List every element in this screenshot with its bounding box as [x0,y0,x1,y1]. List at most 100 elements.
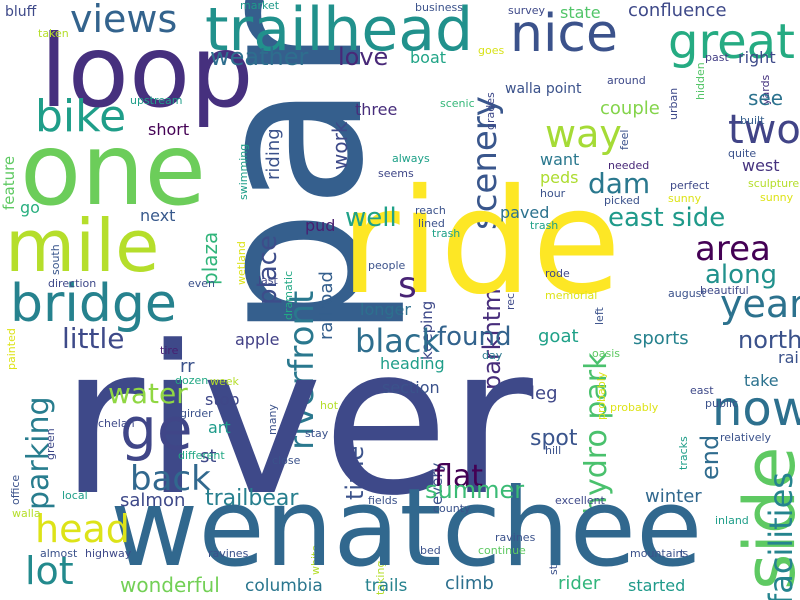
word-pud: pud [305,216,336,235]
word-views: views [70,0,178,41]
word-weather: weather [210,43,309,71]
word-nice: nice [510,4,618,64]
word-south: direction [48,277,97,290]
word-business: business [415,1,463,14]
word-taking: continue [478,544,526,557]
word-boat: boat [410,48,447,67]
word-direction: even [188,277,216,290]
word-place: place [253,235,283,305]
word-goes: goes [478,44,505,57]
word-back: back [130,459,211,499]
word-east-side: east side [608,203,726,233]
word-found: found [437,322,512,352]
word-year: year [720,282,800,326]
word-needed: seems [378,167,414,180]
word-lined: trash [432,227,461,240]
word-ge: ge [120,395,193,463]
word-trailhead: trailhead [205,0,474,65]
word-always: hour [540,187,566,200]
word-steep: almost [40,547,78,560]
word-probably: tracks [677,436,690,470]
word-wenatchee: wenatchee [110,466,703,591]
word-well: well [345,203,397,233]
word-right: right [738,48,776,67]
word-section: east [690,384,714,397]
word-picked: sunny [668,192,702,205]
word-rider: rider [558,573,601,594]
word-sculpture: swimming [237,143,250,200]
word-bridge: bridge [10,274,177,334]
word-walla: highway [85,547,132,560]
word-perfect: sculpture [748,177,800,190]
word-quite: always [392,152,430,165]
word-go: go [20,198,40,217]
word-keeping: tire [160,344,179,357]
word-built: needed [608,159,650,172]
word-heading: stay [305,427,329,440]
word-mile: mile [5,204,160,288]
word-way: way [545,112,622,156]
word-last: reach [415,204,446,217]
word-urban: built [740,114,765,127]
word-tire: rail [778,348,800,367]
word-feature: feature [0,155,18,210]
word-columbia: columbia [245,576,323,596]
word-ravines: ravines [208,547,249,560]
word-peds: peds [540,168,579,187]
word-walla-point: walla point [505,81,582,97]
word-goat: goat [538,326,579,347]
word-hour: perfect [670,179,710,192]
word-three: three [355,100,398,119]
word-taken: taken [38,27,69,40]
word-grades: urban [667,87,680,120]
word-paved: paved [500,203,550,222]
word-great: great [668,14,795,70]
word-started: started [628,576,686,595]
word-capital: green [44,428,57,460]
word-week: week [210,375,239,388]
word-ride: ride [340,158,622,327]
word-facilities: facilities [762,472,800,600]
word-wonderful: wonderful [120,573,220,597]
word-even: last [258,274,278,287]
word-around: upstream [130,94,183,107]
word-next: next [140,206,176,225]
word-s: s [398,265,417,306]
word-past: past [705,51,729,64]
word-flat: flat [434,459,484,494]
word-confluence: confluence [628,0,727,21]
word-bluff: bluff [5,4,37,20]
word-girder: painted [5,328,18,370]
word-stay: hot [320,399,339,412]
word-dam: dam [588,167,651,200]
word-tracks: different [178,449,225,462]
word-summer: summer [425,476,525,504]
word-east: public [705,397,739,410]
word-white: bed [420,544,441,557]
word-along: along [705,260,778,290]
word-local: county [433,502,471,515]
word-continue: t [680,547,685,560]
word-many: heading [380,354,445,373]
word-see: see [748,86,784,110]
word-riding: riding [263,128,284,180]
word-loop: loop [40,13,254,130]
word-people: people [368,259,406,272]
word-lot: lot [25,549,74,593]
word-sports: sports [633,328,689,349]
word-trailbear: trailbear [205,486,299,511]
word-hill: fields [368,494,398,507]
word-water: water [108,377,188,410]
word-apple: apple [235,330,280,349]
word-longer: longer [360,300,411,319]
word-scenic: scenic [440,97,475,110]
word-market: market [240,0,280,12]
word-every-v: probably [595,371,608,420]
word-two: two [728,107,800,153]
word-hidden: quite [728,147,757,160]
word-seems: picked [604,194,640,207]
word-close: local [62,489,88,502]
word-green: hill [545,444,562,457]
word-fields: inland [715,514,749,527]
